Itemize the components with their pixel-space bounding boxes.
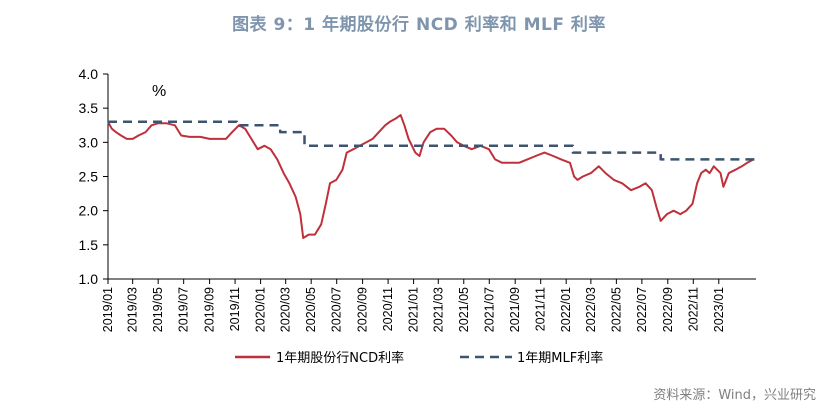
y-tick-label: 3.5 [79, 100, 99, 116]
y-tick-label: 4.0 [79, 66, 99, 82]
y-tick-label: 3.0 [79, 134, 99, 150]
chart-axes [107, 74, 756, 280]
y-axis-ticks: 1.0 1.5 2.0 2.5 3.0 3.5 4.0 [79, 66, 108, 287]
x-tick-label: 2023/01 [712, 287, 726, 332]
x-tick-label: 2020/11 [381, 287, 395, 331]
x-tick-label: 2022/01 [559, 287, 573, 332]
y-tick-label: 1.0 [79, 271, 99, 287]
x-tick-label: 2021/11 [534, 287, 548, 331]
y-tick-label: 2.0 [79, 203, 99, 219]
x-tick-label: 2020/01 [254, 287, 268, 332]
x-tick-label: 2021/09 [508, 287, 522, 332]
x-tick-label: 2022/11 [686, 287, 700, 331]
legend-mlf-label: 1年期MLF利率 [517, 350, 603, 366]
x-tick-label: 2022/07 [635, 287, 649, 332]
x-axis-ticks: 2019/01 2019/03 2019/05 2019/07 2019/09 2019/… [101, 279, 726, 332]
x-tick-label: 2021/07 [482, 287, 496, 332]
ncd-rate-line [107, 114, 754, 239]
x-tick-label: 2019/11 [228, 287, 242, 331]
x-tick-label: 2020/03 [279, 287, 293, 332]
x-tick-label: 2019/03 [126, 287, 140, 332]
x-tick-label: 2019/09 [203, 287, 217, 332]
legend-ncd-label: 1年期股份行NCD利率 [276, 350, 404, 366]
x-tick-label: 2022/03 [584, 287, 598, 332]
x-tick-label: 2022/09 [661, 287, 675, 332]
x-tick-label: 2022/05 [609, 287, 623, 332]
chart-title: 图表 9：1 年期股份行 NCD 利率和 MLF 利率 [232, 15, 606, 35]
legend: 1年期股份行NCD利率 1年期MLF利率 [235, 350, 603, 366]
x-tick-label: 2021/03 [431, 287, 445, 332]
mlf-rate-line [108, 120, 756, 161]
x-tick-label: 2021/01 [407, 287, 421, 332]
series-group [107, 114, 756, 239]
x-tick-label: 2020/09 [356, 287, 370, 332]
x-tick-label: 2020/05 [304, 287, 318, 332]
x-tick-label: 2021/05 [457, 287, 471, 332]
x-tick-label: 2019/07 [177, 287, 191, 332]
y-tick-label: 2.5 [79, 169, 99, 185]
x-tick-label: 2019/05 [151, 287, 165, 332]
y-tick-label: 1.5 [79, 237, 99, 253]
x-tick-label: 2019/01 [101, 287, 115, 332]
y-unit-label: % [152, 83, 166, 100]
source-note: 资料来源：Wind，兴业研究 [653, 388, 816, 403]
x-tick-label: 2020/07 [330, 287, 344, 332]
